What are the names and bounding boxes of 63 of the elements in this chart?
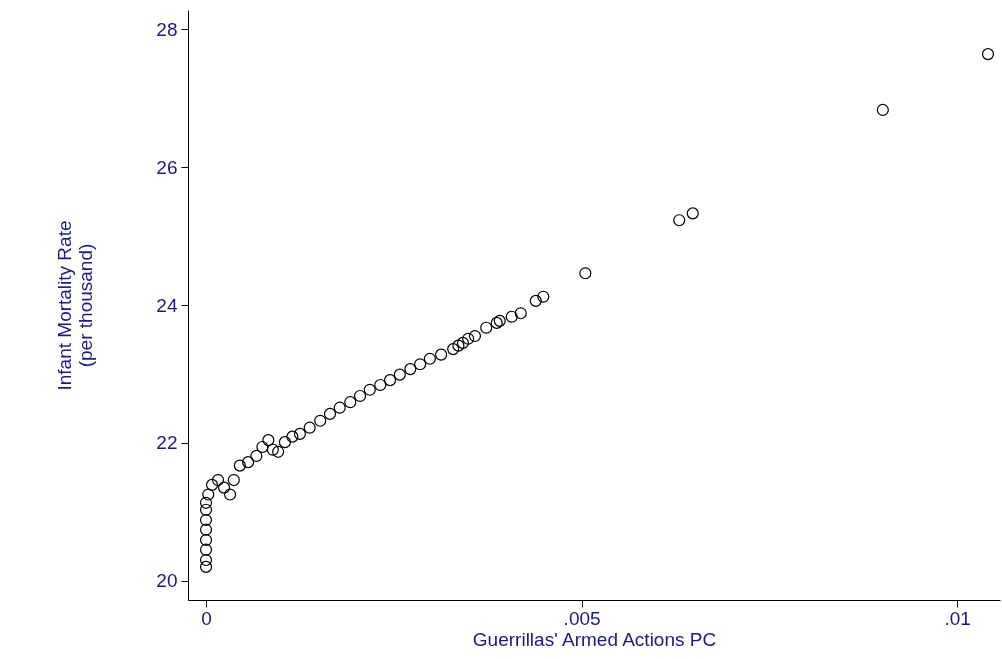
point — [673, 214, 686, 227]
y-tick-label: 20 — [156, 570, 178, 592]
point — [579, 267, 592, 280]
point — [199, 543, 213, 556]
y-tick-label: 28 — [156, 18, 178, 40]
point — [199, 503, 213, 516]
point — [333, 401, 346, 414]
point — [447, 343, 460, 356]
point — [303, 421, 316, 434]
point — [199, 553, 213, 567]
point — [199, 560, 213, 573]
point — [223, 488, 237, 501]
point — [537, 290, 550, 303]
point — [514, 307, 527, 320]
point — [199, 523, 213, 536]
x-tick-label: 0 — [201, 607, 212, 629]
point — [199, 496, 213, 509]
point — [529, 294, 542, 307]
point — [435, 348, 448, 361]
point — [199, 533, 213, 547]
point — [242, 456, 255, 469]
point — [374, 378, 387, 392]
point — [256, 440, 269, 454]
point — [344, 396, 357, 409]
point — [363, 383, 376, 396]
point — [323, 407, 337, 420]
point — [227, 474, 240, 487]
point — [272, 445, 285, 458]
y-tick-label: 24 — [156, 294, 178, 316]
point — [314, 414, 327, 427]
point — [452, 339, 465, 352]
point — [293, 427, 306, 440]
point — [217, 481, 231, 494]
point — [353, 389, 367, 403]
point — [404, 363, 417, 376]
point — [686, 207, 699, 220]
point — [505, 310, 518, 323]
point — [876, 103, 889, 117]
point — [480, 321, 493, 334]
point — [286, 430, 299, 443]
x-tick-label: .01 — [944, 607, 971, 629]
point — [462, 332, 475, 345]
x-tick-label: .005 — [563, 607, 601, 629]
point — [423, 352, 436, 365]
y-axis-title: Infant Mortality Rate (per thousand) — [54, 220, 97, 391]
point — [414, 358, 427, 371]
point — [468, 329, 482, 343]
point — [266, 443, 279, 456]
point — [262, 434, 275, 447]
point — [393, 368, 406, 381]
point — [233, 459, 246, 472]
point — [981, 48, 995, 61]
point — [456, 336, 469, 349]
y-tick-label: 22 — [156, 432, 178, 454]
point — [278, 436, 291, 449]
point — [383, 374, 397, 387]
point — [211, 474, 225, 487]
point — [199, 513, 213, 527]
y-tick-label: 26 — [156, 156, 178, 178]
point — [205, 478, 219, 491]
x-axis-title: Guerrillas' Armed Actions PC — [472, 628, 717, 650]
point — [202, 488, 215, 501]
point — [250, 449, 263, 463]
